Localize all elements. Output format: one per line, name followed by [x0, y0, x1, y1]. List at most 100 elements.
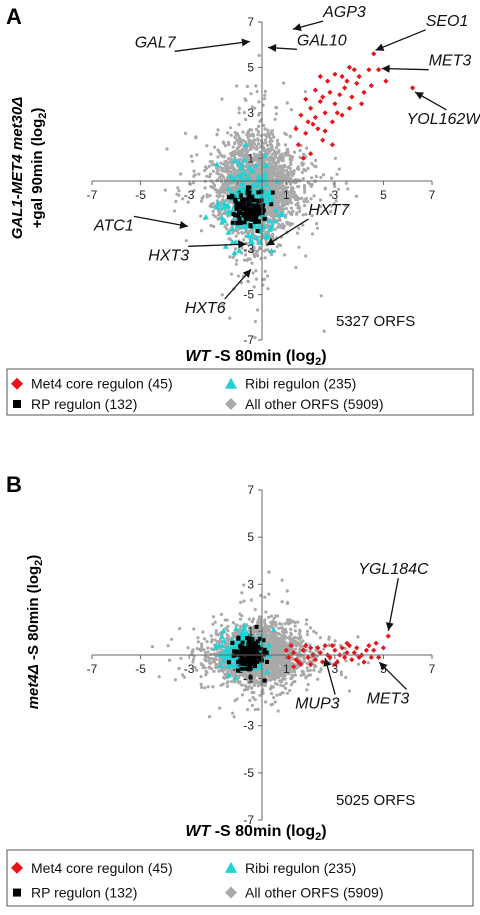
point-other-orf [233, 142, 237, 146]
y-tick-label: 3 [247, 106, 254, 120]
point-other-orf [253, 319, 257, 324]
point-met4-core-regulon [342, 85, 348, 91]
point-ribi-regulon [278, 211, 285, 217]
point-other-orf [302, 152, 306, 156]
point-other-orf [212, 224, 216, 229]
point-met4-core-regulon [361, 89, 367, 95]
point-other-orf [235, 697, 239, 701]
point-met4-core-regulon [354, 80, 360, 86]
point-other-orf [296, 165, 300, 169]
point-other-orf [252, 285, 256, 289]
point-other-orf [257, 100, 261, 104]
point-ribi-regulon [221, 200, 227, 206]
point-other-orf [231, 231, 235, 235]
point-other-orf [315, 226, 319, 230]
point-other-orf [280, 197, 284, 201]
point-other-orf [297, 632, 301, 636]
point-other-orf [283, 627, 288, 632]
point-other-orf [312, 194, 316, 198]
point-rp-regulon [242, 220, 247, 225]
point-other-orf [276, 151, 280, 155]
point-other-orf [238, 617, 243, 621]
point-met4-core-regulon [359, 101, 365, 107]
point-other-orf [207, 175, 212, 179]
point-other-orf [256, 170, 260, 174]
point-other-orf [267, 570, 271, 574]
point-met4-core-regulon [329, 142, 335, 148]
point-other-orf [290, 192, 294, 196]
point-other-orf [305, 688, 309, 692]
point-other-orf [203, 186, 207, 190]
point-other-orf [236, 231, 240, 235]
point-other-orf [279, 153, 283, 157]
point-other-orf [220, 97, 224, 101]
point-other-orf [297, 197, 301, 201]
point-other-orf [188, 182, 193, 186]
point-other-orf [232, 170, 236, 175]
point-other-orf [214, 665, 218, 670]
point-other-orf [280, 182, 284, 186]
point-ribi-regulon [238, 161, 245, 168]
point-other-orf [190, 159, 195, 163]
point-other-orf [253, 138, 257, 142]
point-rp-regulon [256, 190, 261, 195]
point-other-orf [284, 202, 288, 206]
point-ribi-regulon [267, 194, 274, 201]
point-other-orf [254, 269, 258, 273]
point-other-orf [199, 648, 203, 653]
point-other-orf [263, 138, 268, 142]
point-other-orf [289, 156, 293, 160]
point-other-orf [230, 163, 235, 168]
point-ribi-regulon [226, 185, 233, 191]
point-other-orf [249, 631, 253, 635]
point-rp-regulon [237, 218, 242, 223]
point-other-orf [243, 230, 247, 234]
point-other-orf [219, 153, 223, 157]
point-other-orf [270, 209, 274, 213]
point-other-orf [300, 196, 304, 200]
point-other-orf [208, 160, 212, 164]
point-other-orf [237, 106, 241, 110]
point-met4-core-regulon [305, 119, 311, 125]
point-other-orf [249, 128, 253, 132]
point-rp-regulon [242, 207, 246, 212]
point-other-orf [305, 146, 309, 150]
point-other-orf [157, 675, 161, 679]
point-other-orf [271, 232, 275, 236]
point-other-orf [240, 246, 244, 250]
point-other-orf [319, 294, 323, 298]
point-other-orf [248, 249, 252, 253]
point-other-orf [278, 169, 282, 174]
point-other-orf [257, 53, 261, 58]
point-other-orf [220, 166, 224, 171]
point-other-orf [267, 159, 271, 163]
point-rp-regulon [240, 201, 244, 206]
point-other-orf [263, 269, 267, 273]
point-other-orf [277, 243, 281, 247]
point-other-orf [301, 213, 305, 217]
point-other-orf [294, 265, 298, 270]
point-other-orf [295, 231, 300, 235]
point-rp-regulon [262, 216, 267, 221]
point-other-orf [285, 207, 289, 211]
point-other-orf [289, 201, 294, 205]
point-ribi-regulon [248, 232, 255, 238]
point-other-orf [205, 144, 209, 148]
point-other-orf [287, 190, 291, 194]
point-other-orf [220, 186, 224, 190]
point-other-orf [205, 166, 209, 171]
point-other-orf [271, 132, 275, 137]
y-tick-label: 1 [247, 151, 254, 165]
point-other-orf [224, 199, 228, 203]
point-other-orf [273, 227, 277, 231]
legend-label: Met4 core regulon (45) [31, 376, 173, 392]
point-other-orf [309, 197, 313, 201]
point-other-orf [212, 145, 217, 149]
point-other-orf [343, 646, 347, 650]
point-other-orf [265, 143, 270, 147]
point-other-orf [249, 162, 253, 166]
point-other-orf [279, 225, 283, 229]
point-other-orf [287, 210, 291, 214]
point-other-orf [286, 147, 290, 151]
annotation-arrow [133, 215, 189, 228]
